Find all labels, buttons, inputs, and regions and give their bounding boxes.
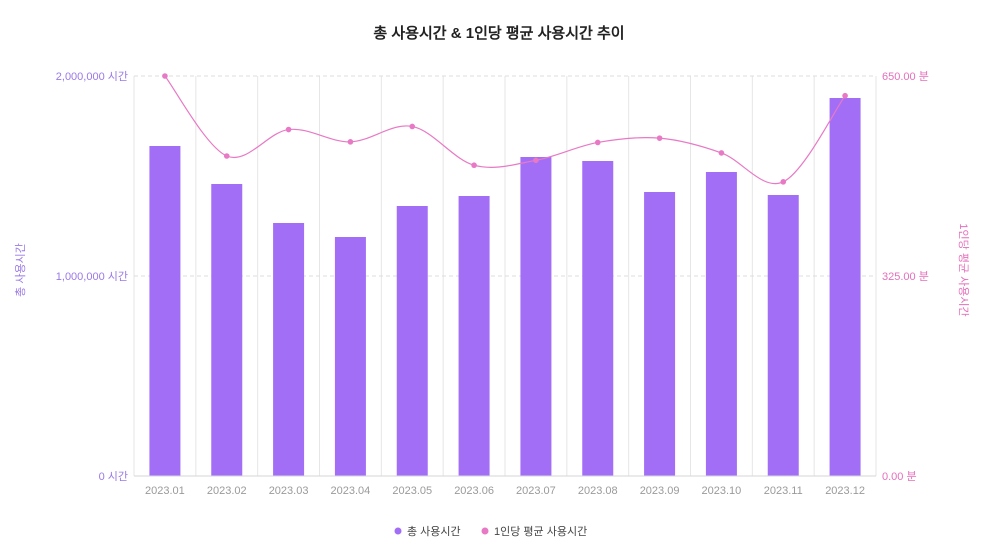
x-tick-label: 2023.09 bbox=[640, 485, 680, 497]
line-point[interactable] bbox=[162, 73, 168, 79]
bar[interactable] bbox=[149, 146, 181, 476]
line-point[interactable] bbox=[223, 153, 230, 159]
y-tick-label-right: 0.00 분 bbox=[882, 471, 917, 483]
bar[interactable] bbox=[396, 206, 428, 476]
y-tick-label-right: 650.00 분 bbox=[882, 71, 929, 83]
y-tick-label-right: 325.00 분 bbox=[882, 271, 929, 283]
bar[interactable] bbox=[582, 161, 614, 476]
bar[interactable] bbox=[334, 237, 366, 476]
line-point[interactable] bbox=[594, 139, 601, 146]
x-tick-label: 2023.06 bbox=[454, 485, 494, 497]
grid-layer bbox=[133, 75, 877, 477]
line-point[interactable] bbox=[409, 123, 416, 130]
x-tick-label: 2023.01 bbox=[145, 485, 185, 497]
y-axis-title-left: 총 사용시간 bbox=[14, 243, 27, 297]
x-tick-label: 2023.10 bbox=[702, 485, 742, 497]
y-tick-label-left: 0 시간 bbox=[99, 470, 128, 483]
bar[interactable] bbox=[458, 196, 490, 476]
line-layer bbox=[162, 73, 848, 185]
line-point[interactable] bbox=[285, 126, 292, 133]
line-point[interactable] bbox=[842, 92, 848, 99]
axis-layer: 0 시간 0.00 분 1,000,000 시간 325.00 분 2,000,000 … bbox=[56, 70, 929, 497]
line-point[interactable] bbox=[718, 150, 725, 156]
bar[interactable] bbox=[520, 157, 552, 476]
chart-title: 총 사용시간 & 1인당 평균 사용시간 추이 bbox=[373, 24, 624, 42]
bar[interactable] bbox=[705, 172, 737, 476]
line-point[interactable] bbox=[471, 162, 477, 169]
x-tick-label: 2023.12 bbox=[825, 485, 865, 497]
line-point[interactable] bbox=[533, 157, 539, 164]
bar[interactable] bbox=[644, 192, 676, 476]
legend-label-line[interactable]: 1인당 평균 사용시간 bbox=[494, 525, 587, 538]
line-point[interactable] bbox=[347, 139, 354, 145]
y-tick-label-left: 1,000,000 시간 bbox=[56, 270, 128, 283]
x-tick-label: 2023.08 bbox=[578, 485, 618, 497]
legend-label-bar[interactable]: 총 사용시간 bbox=[407, 525, 461, 538]
line-point[interactable] bbox=[656, 135, 663, 141]
legend-marker-line[interactable] bbox=[481, 527, 489, 535]
x-tick-label: 2023.11 bbox=[764, 485, 803, 497]
bars-layer bbox=[149, 98, 861, 476]
bar[interactable] bbox=[767, 195, 799, 476]
series-line bbox=[164, 75, 846, 185]
x-tick-label: 2023.07 bbox=[516, 485, 556, 497]
y-tick-label-left: 2,000,000 시간 bbox=[56, 70, 128, 83]
x-tick-label: 2023.03 bbox=[269, 485, 309, 497]
y-axis-title-right: 1인당 평균 사용시간 bbox=[957, 223, 970, 316]
bar[interactable] bbox=[211, 184, 243, 476]
line-point[interactable] bbox=[780, 179, 787, 185]
x-tick-label: 2023.05 bbox=[392, 485, 432, 497]
x-tick-label: 2023.04 bbox=[331, 485, 371, 497]
x-tick-label: 2023.02 bbox=[207, 485, 247, 497]
legend-marker-bar[interactable] bbox=[394, 527, 402, 535]
legend: 총 사용시간 1인당 평균 사용시간 bbox=[394, 525, 587, 538]
bar[interactable] bbox=[273, 223, 305, 476]
bar[interactable] bbox=[829, 98, 861, 476]
